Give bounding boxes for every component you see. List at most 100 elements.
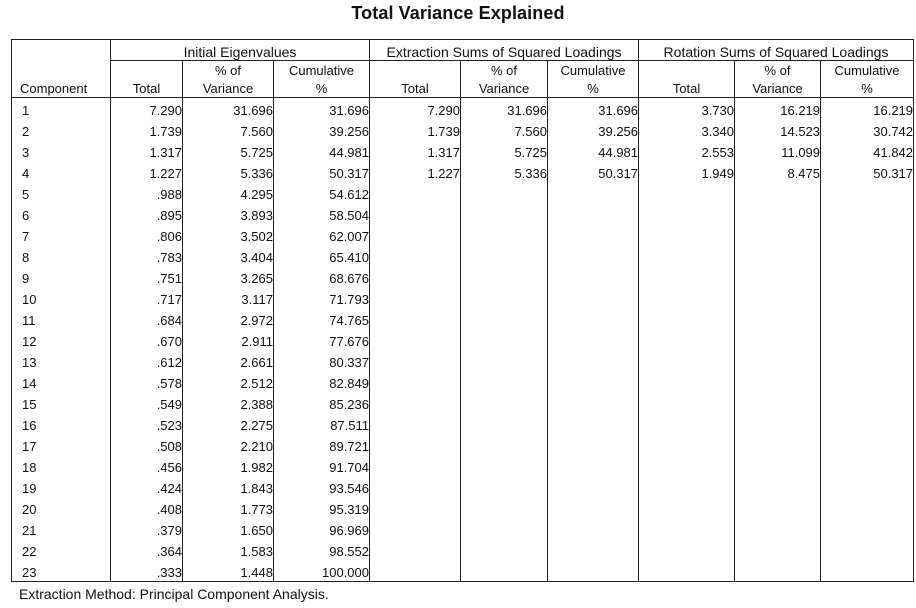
extraction-variance: [460, 539, 548, 560]
initial-variance: 1.982: [182, 455, 274, 476]
col-header-variance: Variance: [734, 79, 821, 98]
rotation-variance: 16.219: [734, 97, 821, 119]
extraction-variance: [460, 287, 548, 308]
rotation-total: [638, 392, 735, 413]
extraction-cumulative: 50.317: [546, 161, 639, 182]
initial-cumulative: 74.765: [273, 308, 370, 329]
initial-variance: 2.210: [182, 434, 274, 455]
initial-variance: 3.265: [182, 266, 274, 287]
rotation-variance: [734, 224, 821, 245]
extraction-total: [369, 266, 461, 287]
extraction-total: [369, 371, 461, 392]
rotation-cumulative: [820, 413, 915, 434]
rotation-cumulative: [820, 350, 915, 371]
initial-total: .751: [110, 266, 183, 287]
rotation-variance: 11.099: [734, 140, 821, 161]
footnote: Extraction Method: Principal Component A…: [19, 586, 329, 602]
initial-total: 1.227: [110, 161, 183, 182]
initial-variance: 2.388: [182, 392, 274, 413]
extraction-variance: [460, 266, 548, 287]
rotation-cumulative: [820, 560, 915, 582]
component-cell: 8: [11, 245, 111, 266]
rotation-total: [638, 497, 735, 518]
extraction-variance: [460, 476, 548, 497]
rotation-total: [638, 560, 735, 582]
extraction-cumulative: [546, 497, 639, 518]
extraction-variance: [460, 434, 548, 455]
extraction-variance: [460, 245, 548, 266]
col-header-cumulative: %: [546, 79, 639, 98]
extraction-total: 1.739: [369, 119, 461, 140]
variance-table: Initial Eigenvalues Extraction Sums of S…: [11, 39, 915, 582]
component-cell: 20: [11, 497, 111, 518]
initial-variance: 7.560: [182, 119, 274, 140]
col-header-total: Total: [110, 79, 183, 98]
table-row: 18.456 1.982 91.704: [11, 455, 915, 476]
initial-total: 7.290: [110, 97, 183, 119]
extraction-total: 1.317: [369, 140, 461, 161]
col-header-top: [110, 60, 183, 79]
rotation-total: [638, 518, 735, 539]
col-header-top: Cumulative: [546, 60, 639, 79]
component-cell: 13: [11, 350, 111, 371]
rotation-total: 2.553: [638, 140, 735, 161]
table-row: 5.988 4.295 54.612: [11, 182, 915, 203]
extraction-total: [369, 245, 461, 266]
rotation-cumulative: [820, 308, 915, 329]
table-row: 23.333 1.448 100.000: [11, 560, 915, 582]
table-row: 3 1.317 5.725 44.981 1.317 5.725 44.981 2.553 11…: [11, 140, 915, 161]
table-row: 16.523 2.275 87.511: [11, 413, 915, 434]
initial-total: .670: [110, 329, 183, 350]
initial-total: .717: [110, 287, 183, 308]
initial-variance: 31.696: [182, 97, 274, 119]
rotation-total: [638, 287, 735, 308]
rotation-variance: [734, 266, 821, 287]
extraction-variance: 7.560: [460, 119, 548, 140]
col-header-top: Cumulative: [273, 60, 370, 79]
component-header: Component: [11, 79, 111, 98]
component-cell: 19: [11, 476, 111, 497]
extraction-total: [369, 434, 461, 455]
rotation-cumulative: [820, 497, 915, 518]
rotation-total: [638, 308, 735, 329]
component-cell: 11: [11, 308, 111, 329]
col-header-top: % of: [460, 60, 548, 79]
extraction-variance: [460, 350, 548, 371]
rotation-total: [638, 329, 735, 350]
initial-cumulative: 31.696: [273, 97, 370, 119]
initial-cumulative: 98.552: [273, 539, 370, 560]
extraction-cumulative: [546, 308, 639, 329]
rotation-total: [638, 266, 735, 287]
extraction-variance: [460, 203, 548, 224]
extraction-variance: [460, 371, 548, 392]
component-cell: 14: [11, 371, 111, 392]
extraction-total: [369, 392, 461, 413]
extraction-cumulative: 44.981: [546, 140, 639, 161]
component-cell: 4: [11, 161, 111, 182]
rotation-variance: [734, 350, 821, 371]
rotation-cumulative: [820, 182, 915, 203]
extraction-variance: 5.725: [460, 140, 548, 161]
extraction-variance: [460, 455, 548, 476]
rotation-variance: [734, 287, 821, 308]
extraction-cumulative: 31.696: [546, 97, 639, 119]
col-header-top: Cumulative: [820, 60, 915, 79]
initial-total: .895: [110, 203, 183, 224]
extraction-variance: 31.696: [460, 97, 548, 119]
initial-total: .578: [110, 371, 183, 392]
rotation-variance: 14.523: [734, 119, 821, 140]
col-header-total: Total: [369, 79, 461, 98]
component-cell: 16: [11, 413, 111, 434]
extraction-cumulative: [546, 518, 639, 539]
extraction-variance: [460, 224, 548, 245]
rotation-total: [638, 413, 735, 434]
rotation-variance: [734, 392, 821, 413]
initial-cumulative: 62.007: [273, 224, 370, 245]
extraction-cumulative: [546, 350, 639, 371]
table-row: 15.549 2.388 85.236: [11, 392, 915, 413]
rotation-variance: [734, 308, 821, 329]
initial-variance: 5.725: [182, 140, 274, 161]
rotation-variance: [734, 245, 821, 266]
initial-cumulative: 91.704: [273, 455, 370, 476]
col-header-top: % of: [734, 60, 821, 79]
